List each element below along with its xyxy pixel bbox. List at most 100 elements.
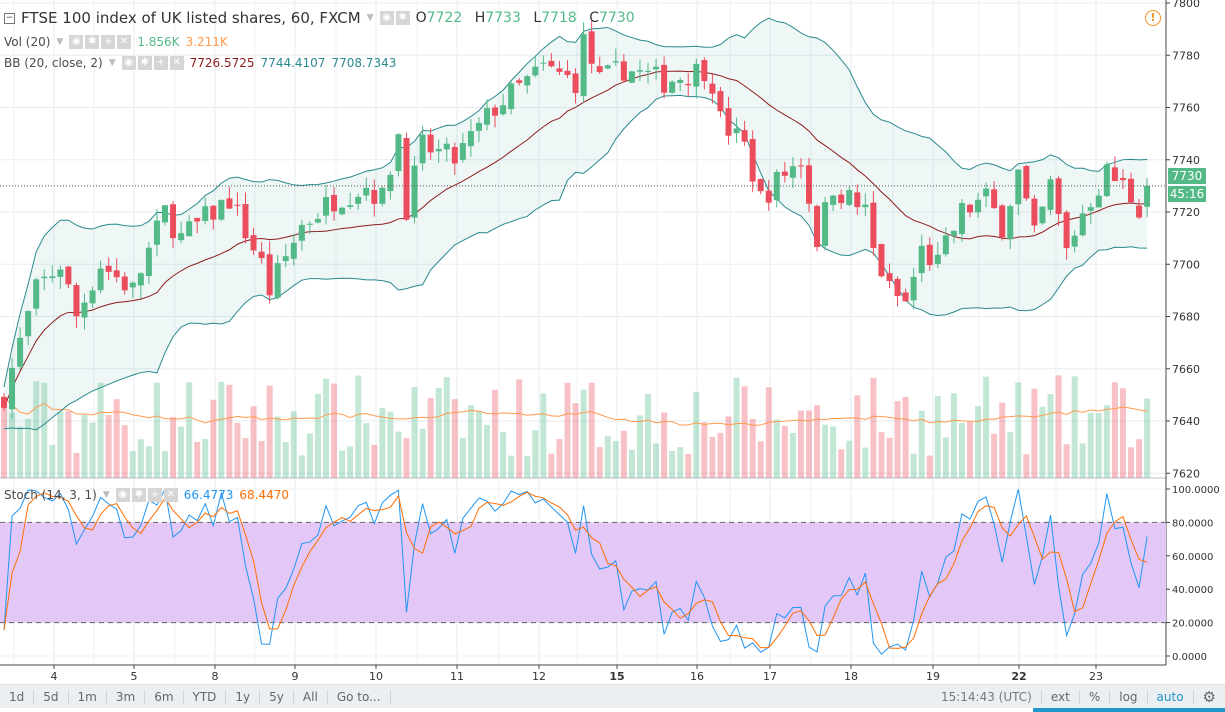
eye-icon[interactable]: ◉ (121, 56, 136, 70)
candle-body (1079, 213, 1086, 236)
ohlc-readout: O7722 H7733 L7718 C7730 (415, 10, 635, 26)
stoch-legend: Stoch (14, 3, 1) ▼ ◉ ✱ + ✕ 66.4773 68.4470 (4, 488, 289, 502)
range-button-6m[interactable]: 6m (145, 689, 184, 704)
candle-body (1128, 178, 1134, 203)
candle-body (1063, 212, 1070, 249)
candle-body (677, 79, 684, 83)
volume-bar (17, 426, 24, 478)
vol-label[interactable]: Vol (20) (4, 35, 51, 49)
chevron-down-icon[interactable]: ▼ (56, 37, 64, 47)
stoch-axis-label: 60.0000 (1172, 552, 1213, 563)
price-axis-label: 7620 (1172, 467, 1200, 480)
chart-canvas[interactable]: 7800 7780 7760 7740 7720 7700 7680 7660 7640 7620… (0, 0, 1225, 684)
close-icon[interactable]: ✕ (163, 488, 178, 502)
candle-body (604, 65, 611, 69)
alert-icon[interactable]: ! (1145, 10, 1161, 26)
range-button-5y[interactable]: 5y (260, 689, 294, 704)
plus-icon[interactable]: + (153, 56, 168, 70)
volume-bar (983, 376, 990, 478)
plus-icon[interactable]: + (147, 488, 162, 502)
volume-bar (677, 447, 684, 478)
clock[interactable]: 15:14:43 (UTC) (932, 689, 1042, 704)
volume-bar (492, 389, 499, 478)
symbol-legend: − FTSE 100 index of UK listed shares, 60… (4, 9, 643, 27)
gear-icon[interactable]: ✱ (85, 35, 100, 49)
log-toggle[interactable]: log (1110, 689, 1148, 704)
symbol-title[interactable]: FTSE 100 index of UK listed shares, 60, … (21, 9, 361, 27)
range-button-ytd[interactable]: YTD (184, 689, 227, 704)
volume-bar (548, 453, 555, 478)
eye-icon[interactable]: ◉ (379, 11, 394, 25)
candle-body (443, 143, 450, 150)
chevron-down-icon[interactable]: ▼ (102, 490, 110, 500)
eye-icon[interactable]: ◉ (115, 488, 130, 502)
candle-body (628, 71, 635, 83)
range-button-3m[interactable]: 3m (107, 689, 146, 704)
bb-label[interactable]: BB (20, close, 2) (4, 56, 103, 70)
bb-lower-value: 7708.7343 (331, 56, 397, 70)
range-button-1d[interactable]: 1d (0, 689, 35, 704)
candle-body (49, 276, 56, 279)
candle-body (129, 282, 136, 288)
range-button-5d[interactable]: 5d (34, 689, 69, 704)
chevron-down-icon[interactable]: ▼ (108, 58, 116, 68)
candle-body (975, 199, 982, 213)
percent-toggle[interactable]: % (1080, 689, 1111, 704)
candle-body (234, 204, 241, 206)
volume-bar (1071, 376, 1078, 478)
candle-body (41, 276, 48, 279)
plus-icon[interactable]: + (101, 35, 116, 49)
auto-toggle[interactable]: auto (1148, 689, 1194, 704)
range-button-all[interactable]: All (294, 689, 328, 704)
volume-bar (838, 449, 845, 478)
volume-bar (1015, 382, 1022, 478)
volume-bar (226, 384, 233, 478)
candle-body (419, 134, 426, 164)
candle-body (492, 107, 499, 116)
goto-button[interactable]: Go to... (328, 689, 391, 704)
candle-body (918, 245, 925, 274)
volume-bar (387, 411, 394, 478)
range-button-1m[interactable]: 1m (69, 689, 107, 704)
volume-bar (89, 422, 96, 478)
gear-icon[interactable]: ✱ (137, 56, 152, 70)
volume-bar (1039, 406, 1046, 478)
volume-bar (202, 439, 209, 478)
stoch-label[interactable]: Stoch (14, 3, 1) (4, 488, 97, 502)
gear-icon[interactable]: ✱ (395, 11, 410, 25)
bb-upper-value: 7744.4107 (260, 56, 326, 70)
candle-body (57, 269, 64, 277)
candle-body (838, 194, 845, 204)
volume-bar (129, 451, 136, 478)
candle-body (548, 60, 555, 67)
candle-body (926, 244, 933, 266)
volume-bar (846, 440, 853, 478)
close-icon[interactable]: ✕ (169, 56, 184, 70)
volume-bar (830, 426, 837, 478)
bb-band-fill (4, 18, 1148, 430)
volume-bar (653, 443, 660, 478)
eye-icon[interactable]: ◉ (69, 35, 84, 49)
candle-body (1039, 206, 1046, 224)
volume-bar (749, 419, 756, 478)
close-icon[interactable]: ✕ (117, 35, 132, 49)
chevron-down-icon[interactable]: ▼ (366, 13, 374, 23)
candle-body (266, 254, 273, 296)
candle-body (701, 60, 708, 82)
gear-icon[interactable]: ⚙ (1202, 687, 1216, 706)
collapse-icon[interactable]: − (4, 12, 15, 24)
volume-bar (773, 419, 780, 478)
candle-body (65, 266, 72, 285)
candle-body (669, 81, 676, 93)
ext-toggle[interactable]: ext (1042, 689, 1080, 704)
candle-body (516, 80, 523, 83)
gear-icon[interactable]: ✱ (131, 488, 146, 502)
volume-bar (910, 453, 917, 478)
volume-bar (1047, 394, 1054, 478)
candle-body (186, 221, 193, 237)
candle-body (854, 192, 861, 208)
candle-body (162, 205, 168, 223)
volume-bar (894, 401, 901, 478)
candle-body (781, 171, 788, 176)
range-button-1y[interactable]: 1y (226, 689, 261, 704)
